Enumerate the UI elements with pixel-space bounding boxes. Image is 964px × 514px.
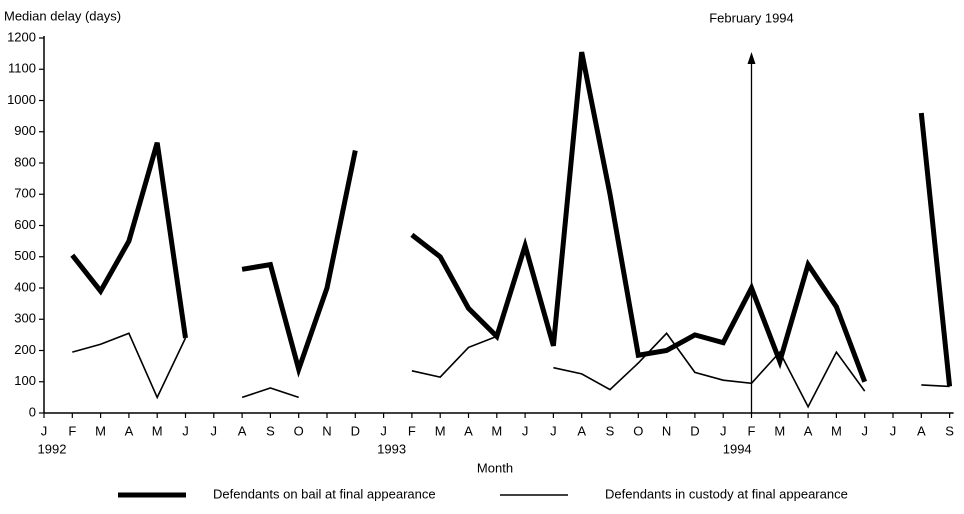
series-line [70, 51, 953, 387]
x-tick-label: J [550, 423, 557, 438]
x-tick-label: J [861, 423, 868, 438]
x-tick-label: O [633, 423, 643, 438]
y-axis-title: Median delay (days) [4, 8, 121, 23]
x-tick-label: M [95, 423, 106, 438]
x-tick-label: J [522, 423, 529, 438]
x-axis-title: Month [477, 460, 513, 475]
series-line [72, 332, 950, 409]
x-tick-label: M [831, 423, 842, 438]
y-tick-label: 1100 [8, 61, 36, 76]
y-tick-label: 200 [14, 342, 36, 357]
y-tick-label: 300 [14, 311, 36, 326]
y-tick-label: 1200 [7, 29, 36, 44]
x-tick-label: J [211, 423, 218, 438]
x-tick-label: A [577, 423, 586, 438]
x-tick-label: N [662, 423, 671, 438]
y-tick-label: 1000 [7, 92, 36, 107]
y-tick-label: 800 [14, 154, 36, 169]
x-tick-label: A [804, 423, 813, 438]
x-tick-label: A [464, 423, 473, 438]
x-tick-label: J [380, 423, 387, 438]
x-tick-label: F [68, 423, 76, 438]
x-tick-label: J [720, 423, 727, 438]
x-tick-label: J [182, 423, 189, 438]
x-tick-label: S [266, 423, 275, 438]
legend-label: Defendants in custody at final appearanc… [605, 486, 848, 501]
year-label: 1994 [723, 441, 752, 456]
x-tick-label: M [435, 423, 446, 438]
y-tick-label: 500 [14, 248, 36, 263]
x-tick-label: A [238, 423, 247, 438]
y-tick-label: 100 [14, 373, 36, 388]
x-tick-label: J [890, 423, 897, 438]
x-tick-label: F [748, 423, 756, 438]
legend-label: Defendants on bail at final appearance [213, 486, 436, 501]
annotation: February 1994 [709, 10, 794, 25]
x-tick-label: D [351, 423, 360, 438]
x-tick-label: D [690, 423, 699, 438]
x-tick-label: N [322, 423, 331, 438]
y-tick-label: 700 [14, 186, 36, 201]
y-tick-label: 900 [14, 123, 36, 138]
year-label: 1992 [38, 441, 67, 456]
x-tick-label: A [917, 423, 926, 438]
y-tick-label: 400 [14, 279, 36, 294]
x-tick-label: M [152, 423, 163, 438]
x-tick-label: F [408, 423, 416, 438]
y-tick-label: 600 [14, 217, 36, 232]
x-tick-label: M [491, 423, 502, 438]
x-tick-label: J [41, 423, 48, 438]
y-tick-label: 0 [29, 404, 36, 419]
x-tick-label: M [774, 423, 785, 438]
year-label: 1993 [377, 441, 406, 456]
x-tick-label: S [945, 423, 954, 438]
x-tick-label: S [606, 423, 615, 438]
x-tick-label: A [125, 423, 134, 438]
annotation-arrow [747, 52, 756, 64]
x-tick-label: O [294, 423, 304, 438]
